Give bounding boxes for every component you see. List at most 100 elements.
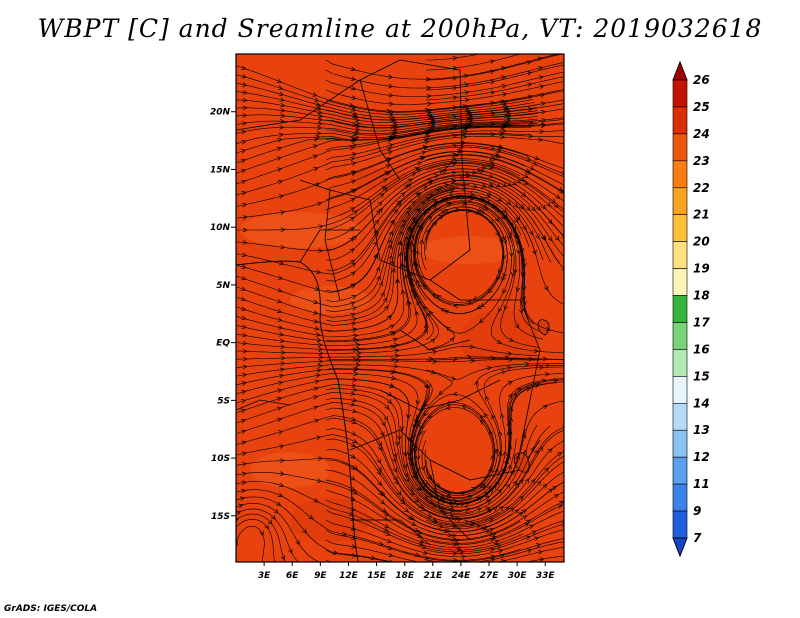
streamline-arrow: [240, 296, 246, 302]
streamline-arrow: [451, 376, 457, 381]
streamline-arrow: [462, 126, 468, 131]
country-border: [429, 279, 520, 301]
streamline-arrow: [318, 224, 324, 230]
streamline-arrow: [406, 183, 413, 188]
streamline-arrow: [354, 366, 360, 372]
streamline-arrow: [318, 117, 324, 122]
streamline-arrow: [422, 145, 429, 151]
streamline-arrow: [452, 391, 458, 397]
streamline-arrow: [541, 378, 547, 383]
streamline: [325, 130, 564, 161]
streamline-arrow: [460, 140, 466, 146]
streamline: [236, 359, 540, 369]
streamline-arrow: [478, 318, 484, 324]
streamline-arrow: [416, 279, 421, 285]
streamline-arrow: [403, 250, 409, 256]
streamline-arrow: [526, 60, 532, 65]
streamline-arrow: [393, 364, 399, 369]
streamline-arrow: [380, 491, 386, 497]
streamline-arrow: [472, 184, 478, 189]
streamline-arrow: [427, 513, 433, 518]
streamline-arrow: [414, 218, 419, 224]
streamline-arrow: [390, 135, 396, 140]
streamline-arrow: [401, 219, 406, 225]
streamline: [411, 378, 564, 504]
streamline-arrow: [350, 179, 357, 184]
streamline-arrow: [529, 165, 535, 171]
streamline-arrow: [505, 483, 511, 489]
streamline-arrow: [458, 194, 464, 199]
streamline-arrow: [399, 262, 405, 268]
colorbar-segment: [672, 483, 688, 512]
streamline-arrow: [241, 139, 247, 145]
streamline-arrow: [479, 302, 486, 308]
streamline-arrow: [415, 399, 421, 406]
streamline-arrow: [382, 178, 388, 183]
streamline-arrow: [463, 73, 469, 79]
streamline-arrow: [462, 201, 468, 207]
streamline: [325, 529, 564, 562]
streamline-arrow: [459, 549, 465, 555]
streamline-arrow: [499, 99, 506, 105]
streamline-arrow: [380, 499, 386, 505]
streamline-arrow: [443, 309, 449, 315]
streamline: [325, 146, 564, 191]
y-tick-label: 5S: [217, 396, 230, 406]
streamline-arrow: [507, 381, 513, 386]
streamline-arrow: [430, 116, 436, 122]
streamline-arrow: [452, 498, 458, 504]
streamline-arrow: [432, 221, 438, 227]
streamline-arrow: [477, 483, 483, 489]
streamline: [412, 393, 498, 497]
streamline-arrow: [481, 485, 487, 491]
streamline-arrow: [411, 247, 417, 253]
streamline-arrow: [273, 508, 279, 514]
streamline-arrow: [276, 396, 283, 402]
streamline-arrow: [503, 113, 509, 119]
streamline-arrow: [425, 129, 431, 135]
streamline-arrow: [546, 202, 552, 207]
streamline-arrow: [427, 216, 433, 221]
streamline-arrow: [350, 476, 356, 481]
streamline-arrow: [422, 550, 429, 555]
shading-patch: [460, 310, 540, 370]
streamline-arrow: [484, 529, 491, 534]
streamline-arrow: [449, 513, 455, 519]
streamline: [236, 82, 535, 118]
streamline-arrow: [351, 544, 357, 549]
streamline-arrow: [352, 438, 358, 444]
streamline: [325, 499, 564, 548]
streamline-arrow: [376, 458, 381, 464]
streamline-arrow: [318, 248, 324, 254]
streamline-arrow: [325, 563, 330, 568]
streamline-arrow: [270, 514, 276, 520]
streamline-arrow: [241, 179, 247, 185]
colorbar-segment: [672, 295, 688, 323]
streamline-arrow: [333, 550, 339, 556]
streamline-arrow: [440, 210, 446, 215]
streamline-arrow: [514, 509, 520, 514]
streamline-arrow: [439, 494, 445, 499]
streamline-arrow: [541, 118, 547, 123]
streamline-arrow: [530, 478, 536, 484]
streamline-arrow: [555, 194, 561, 199]
streamline: [325, 154, 564, 211]
streamline: [325, 150, 564, 201]
streamline-arrow: [430, 338, 436, 344]
streamline-arrow: [490, 131, 496, 137]
streamline-arrow: [468, 118, 474, 124]
streamline-arrow: [350, 271, 356, 276]
streamline-arrow: [412, 462, 418, 468]
streamline-arrow: [431, 503, 437, 508]
streamline-arrow: [490, 162, 496, 167]
streamline-arrow: [315, 102, 321, 107]
streamline: [325, 158, 564, 221]
streamline-arrow: [571, 525, 576, 530]
streamline-arrow: [350, 301, 356, 306]
streamline-arrow: [500, 66, 507, 71]
streamline-arrow: [241, 190, 247, 196]
streamline-arrow: [314, 418, 320, 424]
streamline-arrow: [353, 333, 359, 339]
streamline-arrow: [351, 95, 357, 100]
streamline-arrow: [276, 308, 283, 314]
